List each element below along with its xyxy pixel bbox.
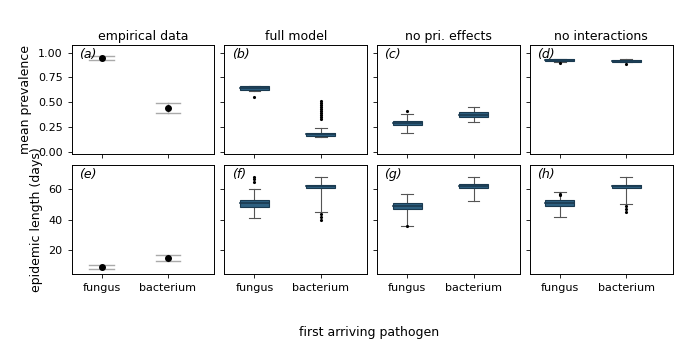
Text: (f): (f) <box>232 168 246 181</box>
Y-axis label: epidemic length (days): epidemic length (days) <box>30 147 43 292</box>
Text: (c): (c) <box>385 48 401 61</box>
FancyBboxPatch shape <box>240 86 269 90</box>
FancyBboxPatch shape <box>545 59 574 61</box>
Y-axis label: mean prevalence: mean prevalence <box>19 45 32 154</box>
FancyBboxPatch shape <box>459 112 488 117</box>
Text: (e): (e) <box>79 168 96 181</box>
Text: (b): (b) <box>232 48 249 61</box>
Title: empirical data: empirical data <box>98 31 189 44</box>
Text: first arriving pathogen: first arriving pathogen <box>298 326 439 339</box>
FancyBboxPatch shape <box>459 184 488 188</box>
FancyBboxPatch shape <box>393 121 421 125</box>
FancyBboxPatch shape <box>306 185 335 188</box>
FancyBboxPatch shape <box>545 200 574 206</box>
FancyBboxPatch shape <box>306 133 335 135</box>
FancyBboxPatch shape <box>612 60 641 61</box>
Title: no interactions: no interactions <box>555 31 648 44</box>
Text: (g): (g) <box>385 168 402 181</box>
Title: no pri. effects: no pri. effects <box>405 31 492 44</box>
FancyBboxPatch shape <box>240 200 269 207</box>
Title: full model: full model <box>265 31 327 44</box>
FancyBboxPatch shape <box>393 203 421 209</box>
Text: (d): (d) <box>537 48 555 61</box>
FancyBboxPatch shape <box>612 185 641 188</box>
Text: (a): (a) <box>79 48 96 61</box>
Text: (h): (h) <box>537 168 555 181</box>
